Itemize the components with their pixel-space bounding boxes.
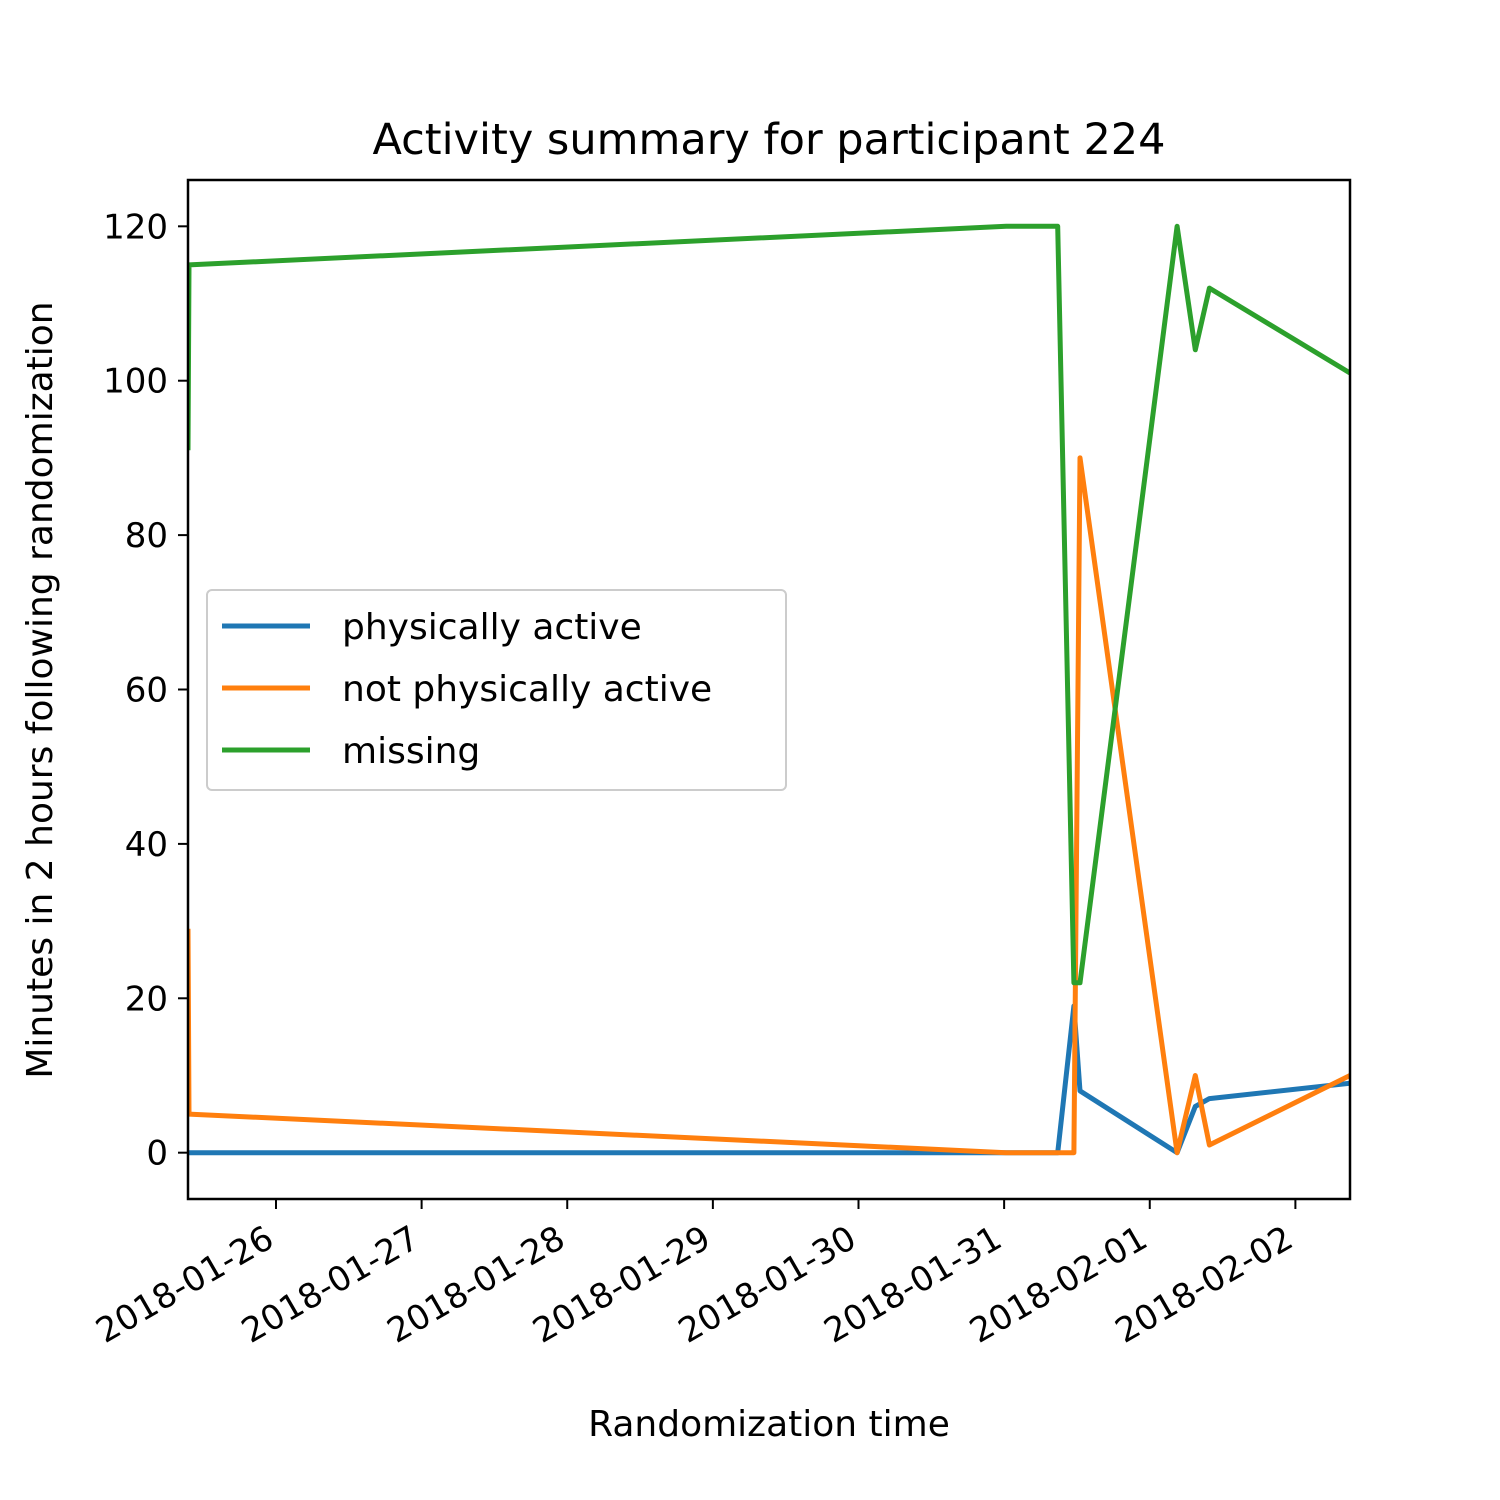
legend-label: not physically active [342,669,712,710]
y-tick-label: 40 [125,825,168,865]
series-line-not-physically-active [188,455,1350,1156]
y-axis-label: Minutes in 2 hours following randomizati… [20,301,61,1078]
x-axis: 2018-01-262018-01-272018-01-282018-01-29… [89,1199,1300,1352]
series-line-missing [188,223,1350,986]
y-tick-label: 120 [103,207,168,247]
x-axis-label: Randomization time [588,1404,950,1445]
plot-area [188,223,1350,1156]
legend-label: missing [342,731,480,772]
legend-label: physically active [342,607,642,648]
y-tick-label: 20 [125,979,168,1019]
legend: physically active not physically active mi… [206,589,787,791]
chart-title: Activity summary for participant 224 [372,115,1165,165]
y-tick-label: 60 [125,671,168,711]
y-tick-label: 80 [125,516,168,556]
y-axis: 0 20 40 60 80 100 120 [103,207,188,1174]
y-tick-label: 0 [146,1134,168,1174]
y-tick-label: 100 [103,362,168,402]
legend-box [206,589,787,791]
